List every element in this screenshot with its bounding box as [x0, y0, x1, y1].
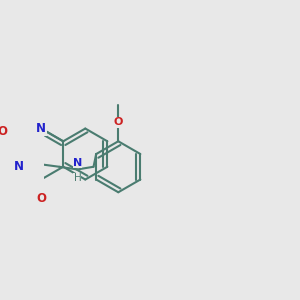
- Text: O: O: [36, 192, 46, 205]
- Text: H: H: [74, 173, 81, 183]
- Text: O: O: [114, 118, 123, 128]
- Text: N: N: [73, 158, 82, 168]
- Text: N: N: [14, 160, 24, 173]
- Text: O: O: [0, 125, 8, 138]
- Text: N: N: [36, 122, 46, 135]
